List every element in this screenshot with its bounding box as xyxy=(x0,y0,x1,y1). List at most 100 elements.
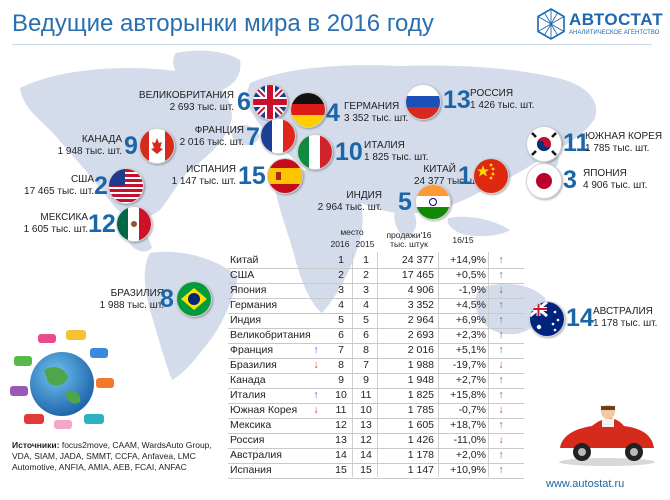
table-row: Испания 15 15 1 147 +10,9% ↑ xyxy=(228,463,524,479)
country-cell: Китай xyxy=(230,254,259,266)
canada-flag-icon xyxy=(139,128,175,164)
mexico-flag-icon xyxy=(116,206,152,242)
rank-2015-cell: 14 xyxy=(360,449,372,461)
rank-usa: 2 xyxy=(94,172,108,200)
rank-russia: 13 xyxy=(443,86,471,114)
trend-down-arrow-icon: ↓ xyxy=(498,284,504,296)
rank-down-arrow-icon: ↓ xyxy=(313,359,319,371)
header-sales-2: тыс. штук xyxy=(390,239,428,249)
website-link[interactable]: www.autostat.ru xyxy=(546,478,625,490)
rank-2016-cell: 9 xyxy=(338,374,344,386)
change-cell: +2,3% xyxy=(455,329,486,341)
rank-brazil: 8 xyxy=(160,285,174,313)
country-cell: Франция xyxy=(230,344,274,356)
table-row: Бразилия 8 7 1 988 -19,7% ↓ ↓ xyxy=(228,358,524,374)
table-row: США 2 2 17 465 +0,5% ↑ xyxy=(228,268,524,284)
rank-2015-cell: 11 xyxy=(360,389,372,401)
callout-spain: ИСПАНИЯ 1 147 тыс. шт. xyxy=(171,164,236,187)
table-row: Китай 1 1 24 377 +14,9% ↑ xyxy=(228,253,524,269)
trend-up-arrow-icon: ↑ xyxy=(498,449,504,461)
rank-china: 1 xyxy=(458,162,472,190)
country-cell: Германия xyxy=(230,299,278,311)
header-2016: 2016 xyxy=(330,239,350,249)
rank-2016-cell: 4 xyxy=(338,299,344,311)
column-separator xyxy=(488,252,489,477)
trend-up-arrow-icon: ↑ xyxy=(498,269,504,281)
rank-canada: 9 xyxy=(124,132,138,160)
callout-canada: КАНАДА 1 948 тыс. шт. xyxy=(57,134,122,157)
trend-down-arrow-icon: ↓ xyxy=(498,359,504,371)
country-cell: Мексика xyxy=(230,419,272,431)
rank-2015-cell: 6 xyxy=(363,329,369,341)
country-cell: Испания xyxy=(230,464,272,476)
red-car-illustration xyxy=(559,405,655,466)
trend-up-arrow-icon: ↑ xyxy=(498,299,504,311)
rank-south-korea: 11 xyxy=(563,129,590,157)
change-cell: +2,7% xyxy=(455,374,486,386)
change-cell: +14,9% xyxy=(450,254,486,266)
column-separator xyxy=(377,252,378,477)
table-row: Германия 4 4 3 352 +4,5% ↑ xyxy=(228,298,524,314)
sales-cell: 1 988 xyxy=(407,359,434,371)
germany-flag-icon xyxy=(290,92,326,128)
rank-germany: 4 xyxy=(326,99,340,127)
column-separator xyxy=(352,252,353,477)
sales-cell: 1 178 xyxy=(407,449,434,461)
globe-with-cars-illustration xyxy=(10,330,114,429)
sales-cell: 2 016 xyxy=(407,344,434,356)
rank-2016-cell: 5 xyxy=(338,314,344,326)
usa-flag-icon xyxy=(108,168,144,204)
callout-uk: ВЕЛИКОБРИТАНИЯ 2 693 тыс. шт. xyxy=(138,90,234,113)
rank-up-arrow-icon: ↑ xyxy=(313,389,319,401)
country-cell: Великобритания xyxy=(230,329,311,341)
sales-cell: 2 964 xyxy=(407,314,434,326)
rank-down-arrow-icon: ↓ xyxy=(313,404,319,416)
callout-australia: АВСТРАЛИЯ 1 178 тыс. шт. xyxy=(593,306,658,329)
trend-up-arrow-icon: ↑ xyxy=(498,254,504,266)
trend-up-arrow-icon: ↑ xyxy=(498,314,504,326)
callout-brazil: БРАЗИЛИЯ 1 988 тыс. шт. xyxy=(99,288,164,311)
country-cell: Бразилия xyxy=(230,359,277,371)
callout-mexico: МЕКСИКА 1 605 тыс. шт. xyxy=(23,212,88,235)
logo-name: АВТОСТАТ xyxy=(569,10,664,29)
sales-cell: 1 426 xyxy=(407,434,434,446)
trend-down-arrow-icon: ↓ xyxy=(498,434,504,446)
table-row: Россия 13 12 1 426 -11,0% ↓ xyxy=(228,433,524,449)
rank-2016-cell: 3 xyxy=(338,284,344,296)
sales-cell: 1 785 xyxy=(407,404,434,416)
table-row: Канада 9 9 1 948 +2,7% ↑ xyxy=(228,373,524,389)
australia-flag-icon xyxy=(529,301,565,337)
header-2015: 2015 xyxy=(355,239,375,249)
rank-2016-cell: 12 xyxy=(335,419,347,431)
callout-usa: США 17 465 тыс. шт. xyxy=(24,174,94,197)
header-change: 16/15 xyxy=(452,235,474,245)
sales-cell: 1 825 xyxy=(407,389,434,401)
logo-hexagon-icon xyxy=(537,8,565,40)
italy-flag-icon xyxy=(297,134,333,170)
trend-up-arrow-icon: ↑ xyxy=(498,419,504,431)
callout-japan: ЯПОНИЯ 4 906 тыс. шт. xyxy=(583,168,648,191)
rank-2015-cell: 12 xyxy=(360,434,372,446)
table-header: место 2016 2015 продажи'16 тыс. штук 16/… xyxy=(228,228,524,252)
change-cell: -19,7% xyxy=(452,359,486,371)
table-row: Италия 10 11 1 825 +15,8% ↑ ↑ xyxy=(228,388,524,404)
rank-italy: 10 xyxy=(335,138,363,166)
rank-2016-cell: 1 xyxy=(338,254,344,266)
rank-spain: 15 xyxy=(238,162,266,190)
change-cell: +4,5% xyxy=(455,299,486,311)
south-korea-flag-icon xyxy=(526,126,562,162)
table-row: Южная Корея 11 10 1 785 -0,7% ↓ ↓ xyxy=(228,403,524,419)
country-cell: Россия xyxy=(230,434,265,446)
callout-france: ФРАНЦИЯ 2 016 тыс. шт. xyxy=(179,125,244,148)
rank-2015-cell: 10 xyxy=(360,404,372,416)
country-cell: Италия xyxy=(230,389,266,401)
rank-mexico: 12 xyxy=(88,210,116,238)
rank-2015-cell: 1 xyxy=(363,254,369,266)
rank-australia: 14 xyxy=(566,304,594,332)
header-sales-1: продажи'16 xyxy=(386,230,432,240)
uk-flag-icon xyxy=(252,84,288,120)
table-row: Франция 7 8 2 016 +5,1% ↑ ↑ xyxy=(228,343,524,359)
autostat-logo: АВТОСТАТ АНАЛИТИЧЕСКОЕ АГЕНТСТВО xyxy=(535,6,663,42)
rank-2016-cell: 6 xyxy=(338,329,344,341)
china-flag-icon xyxy=(473,158,509,194)
